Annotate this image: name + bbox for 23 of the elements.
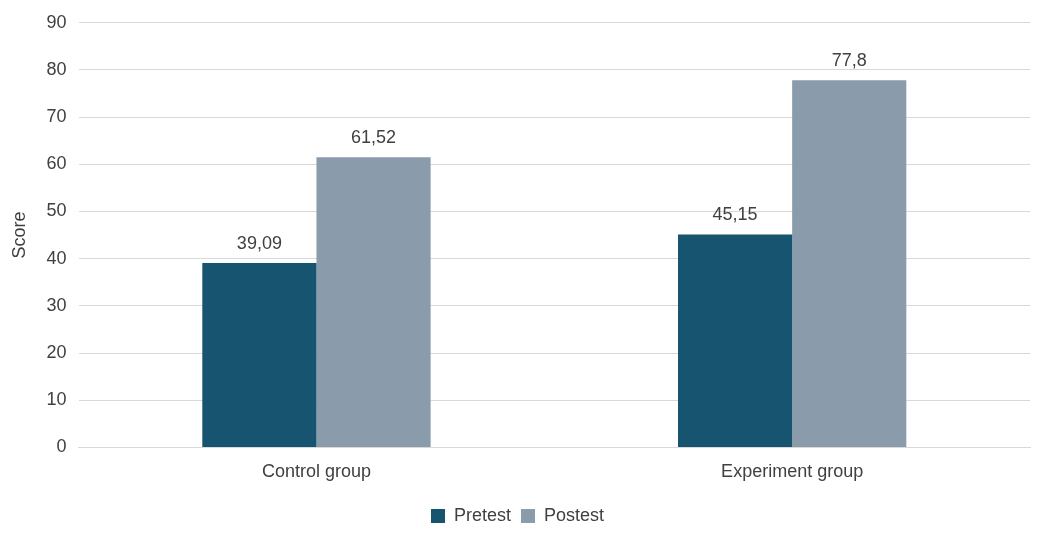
x-tick-label: Experiment group — [721, 461, 864, 482]
legend-label: Pretest — [453, 504, 511, 525]
y-tick-label: 40 — [46, 247, 67, 268]
legend-label: Postest — [544, 504, 605, 525]
y-tick-label: 80 — [46, 58, 67, 79]
bar — [677, 234, 793, 447]
y-tick-label: 90 — [46, 11, 67, 32]
y-tick-label: 0 — [56, 436, 67, 457]
y-tick-label: 50 — [46, 200, 67, 221]
data-label: 61,52 — [351, 127, 397, 148]
data-label: 45,15 — [712, 204, 758, 225]
bar — [202, 262, 317, 447]
y-tick-label: 20 — [46, 342, 67, 363]
y-tick-label: 70 — [46, 106, 67, 127]
y-tick-label: 60 — [46, 153, 67, 174]
y-tick-label: 30 — [46, 294, 67, 315]
data-label: 39,09 — [236, 232, 282, 253]
x-tick-label: Control group — [261, 461, 372, 482]
y-tick-label: 10 — [46, 389, 67, 410]
bar — [316, 157, 431, 447]
y-axis-title: Score — [8, 211, 29, 259]
data-label: 77,8 — [831, 50, 867, 71]
bar — [792, 80, 907, 447]
